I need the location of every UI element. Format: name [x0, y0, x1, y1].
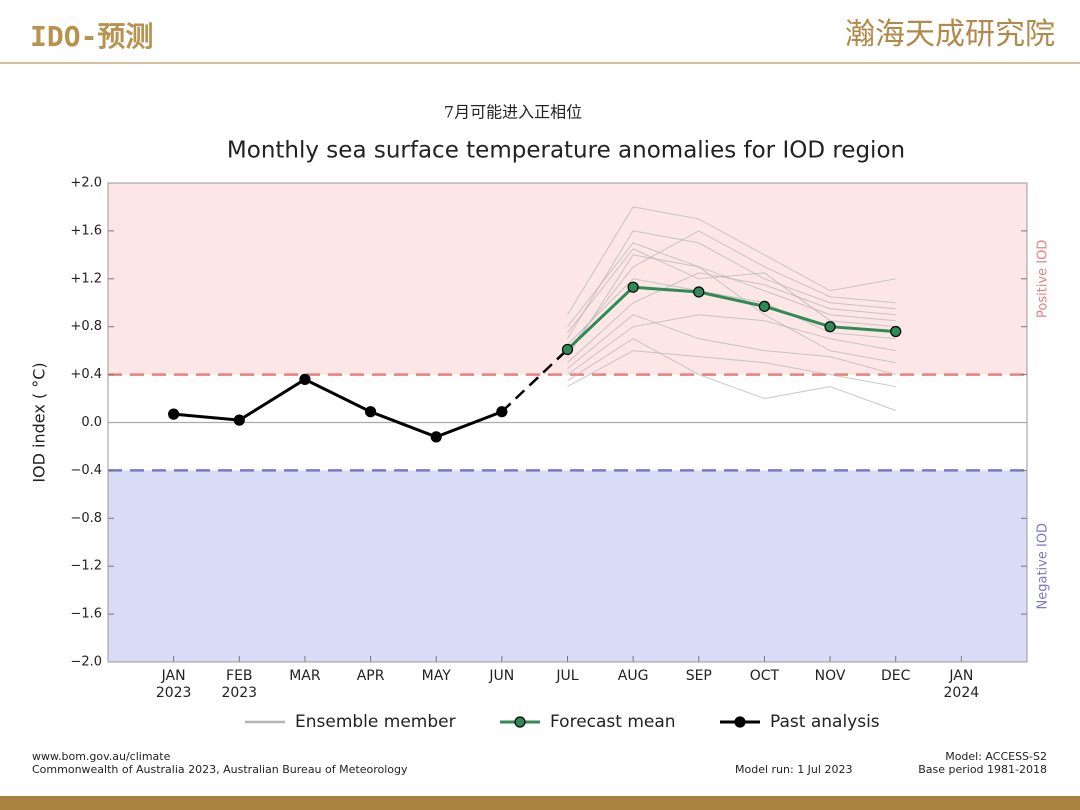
y-tick-label: +0.8 [70, 319, 102, 334]
legend-marker [514, 716, 526, 728]
x-tick-label: NOV [814, 668, 846, 684]
y-tick-label: 0.0 [81, 415, 102, 430]
ensemble-line [567, 272, 896, 363]
x-tick-label: FEB 2023 [221, 668, 258, 701]
legend-label: Forecast mean [550, 712, 676, 732]
chart-title: Monthly sea surface temperature anomalie… [227, 138, 905, 164]
slide-title: IDO-预测 [30, 20, 153, 53]
connector [500, 348, 569, 413]
negative-region [108, 470, 1027, 662]
legend-label: Past analysis [770, 712, 880, 732]
y-tick-label: −1.6 [70, 607, 102, 622]
y-tick-label: −1.2 [70, 559, 102, 574]
plot-frame [107, 182, 1028, 663]
footer-bar [0, 796, 1080, 810]
x-tick-label: JUN [489, 668, 515, 684]
x-tick-label: MAR [289, 668, 321, 684]
x-tick-label: JUL [556, 668, 579, 684]
y-tick-label: +0.4 [70, 367, 102, 382]
marker [890, 325, 902, 338]
x-tick-label: SEP [685, 668, 712, 684]
series-line [566, 285, 896, 351]
positive-region [108, 183, 1027, 375]
marker [233, 414, 245, 426]
marker [824, 321, 836, 333]
ensemble-line [567, 314, 896, 376]
y-tick-label: +1.2 [70, 271, 102, 286]
y-tick-label: −2.0 [70, 655, 102, 670]
marker [299, 373, 311, 385]
x-tick-label: JAN 2024 [943, 668, 980, 701]
marker [627, 281, 639, 293]
y-tick-label: +2.0 [70, 176, 102, 191]
negative-label: Negative IOD [1036, 523, 1051, 610]
y-axis-label: IOD index ( °C) [30, 362, 49, 482]
x-tick-label: MAY [421, 668, 451, 684]
x-tick-label: DEC [881, 668, 911, 684]
ensemble-line [567, 230, 896, 351]
copyright: Commonwealth of Australia 2023, Australi… [32, 763, 408, 776]
model-run: Model run: 1 Jul 2023 [735, 763, 852, 776]
y-tick-label: −0.8 [70, 511, 102, 526]
base-period: Base period 1981-2018 [918, 763, 1047, 776]
ensemble-line [567, 278, 896, 346]
ensemble-line [567, 248, 896, 333]
x-tick-label: OCT [749, 668, 780, 684]
y-tick-label: +1.6 [70, 223, 102, 238]
ensemble-line [567, 206, 896, 315]
model: Model: ACCESS-S2 [945, 750, 1047, 763]
x-tick-label: AUG [617, 668, 649, 684]
ensemble-line [567, 230, 896, 339]
ensemble-line [567, 314, 896, 376]
marker [561, 343, 574, 356]
series-line [173, 377, 503, 439]
marker [758, 300, 771, 312]
legend-label: Ensemble member [295, 712, 456, 732]
ensemble-line [567, 242, 896, 364]
marker [364, 406, 377, 418]
marker [168, 408, 180, 420]
subtitle: 7月可能进入正相位 [444, 103, 582, 122]
x-tick-label: APR [356, 668, 385, 684]
y-tick-label: −0.4 [70, 463, 102, 478]
ensemble-line [567, 338, 896, 411]
marker [693, 286, 705, 298]
logo: 瀚海天成研究院 [845, 17, 1055, 52]
x-tick-label: JAN 2023 [155, 668, 192, 701]
positive-label: Positive IOD [1036, 240, 1051, 318]
marker [496, 406, 508, 418]
marker [430, 431, 442, 443]
source: www.bom.gov.au/climate [32, 750, 171, 763]
legend-marker [734, 716, 746, 728]
ensemble-line [567, 350, 896, 388]
